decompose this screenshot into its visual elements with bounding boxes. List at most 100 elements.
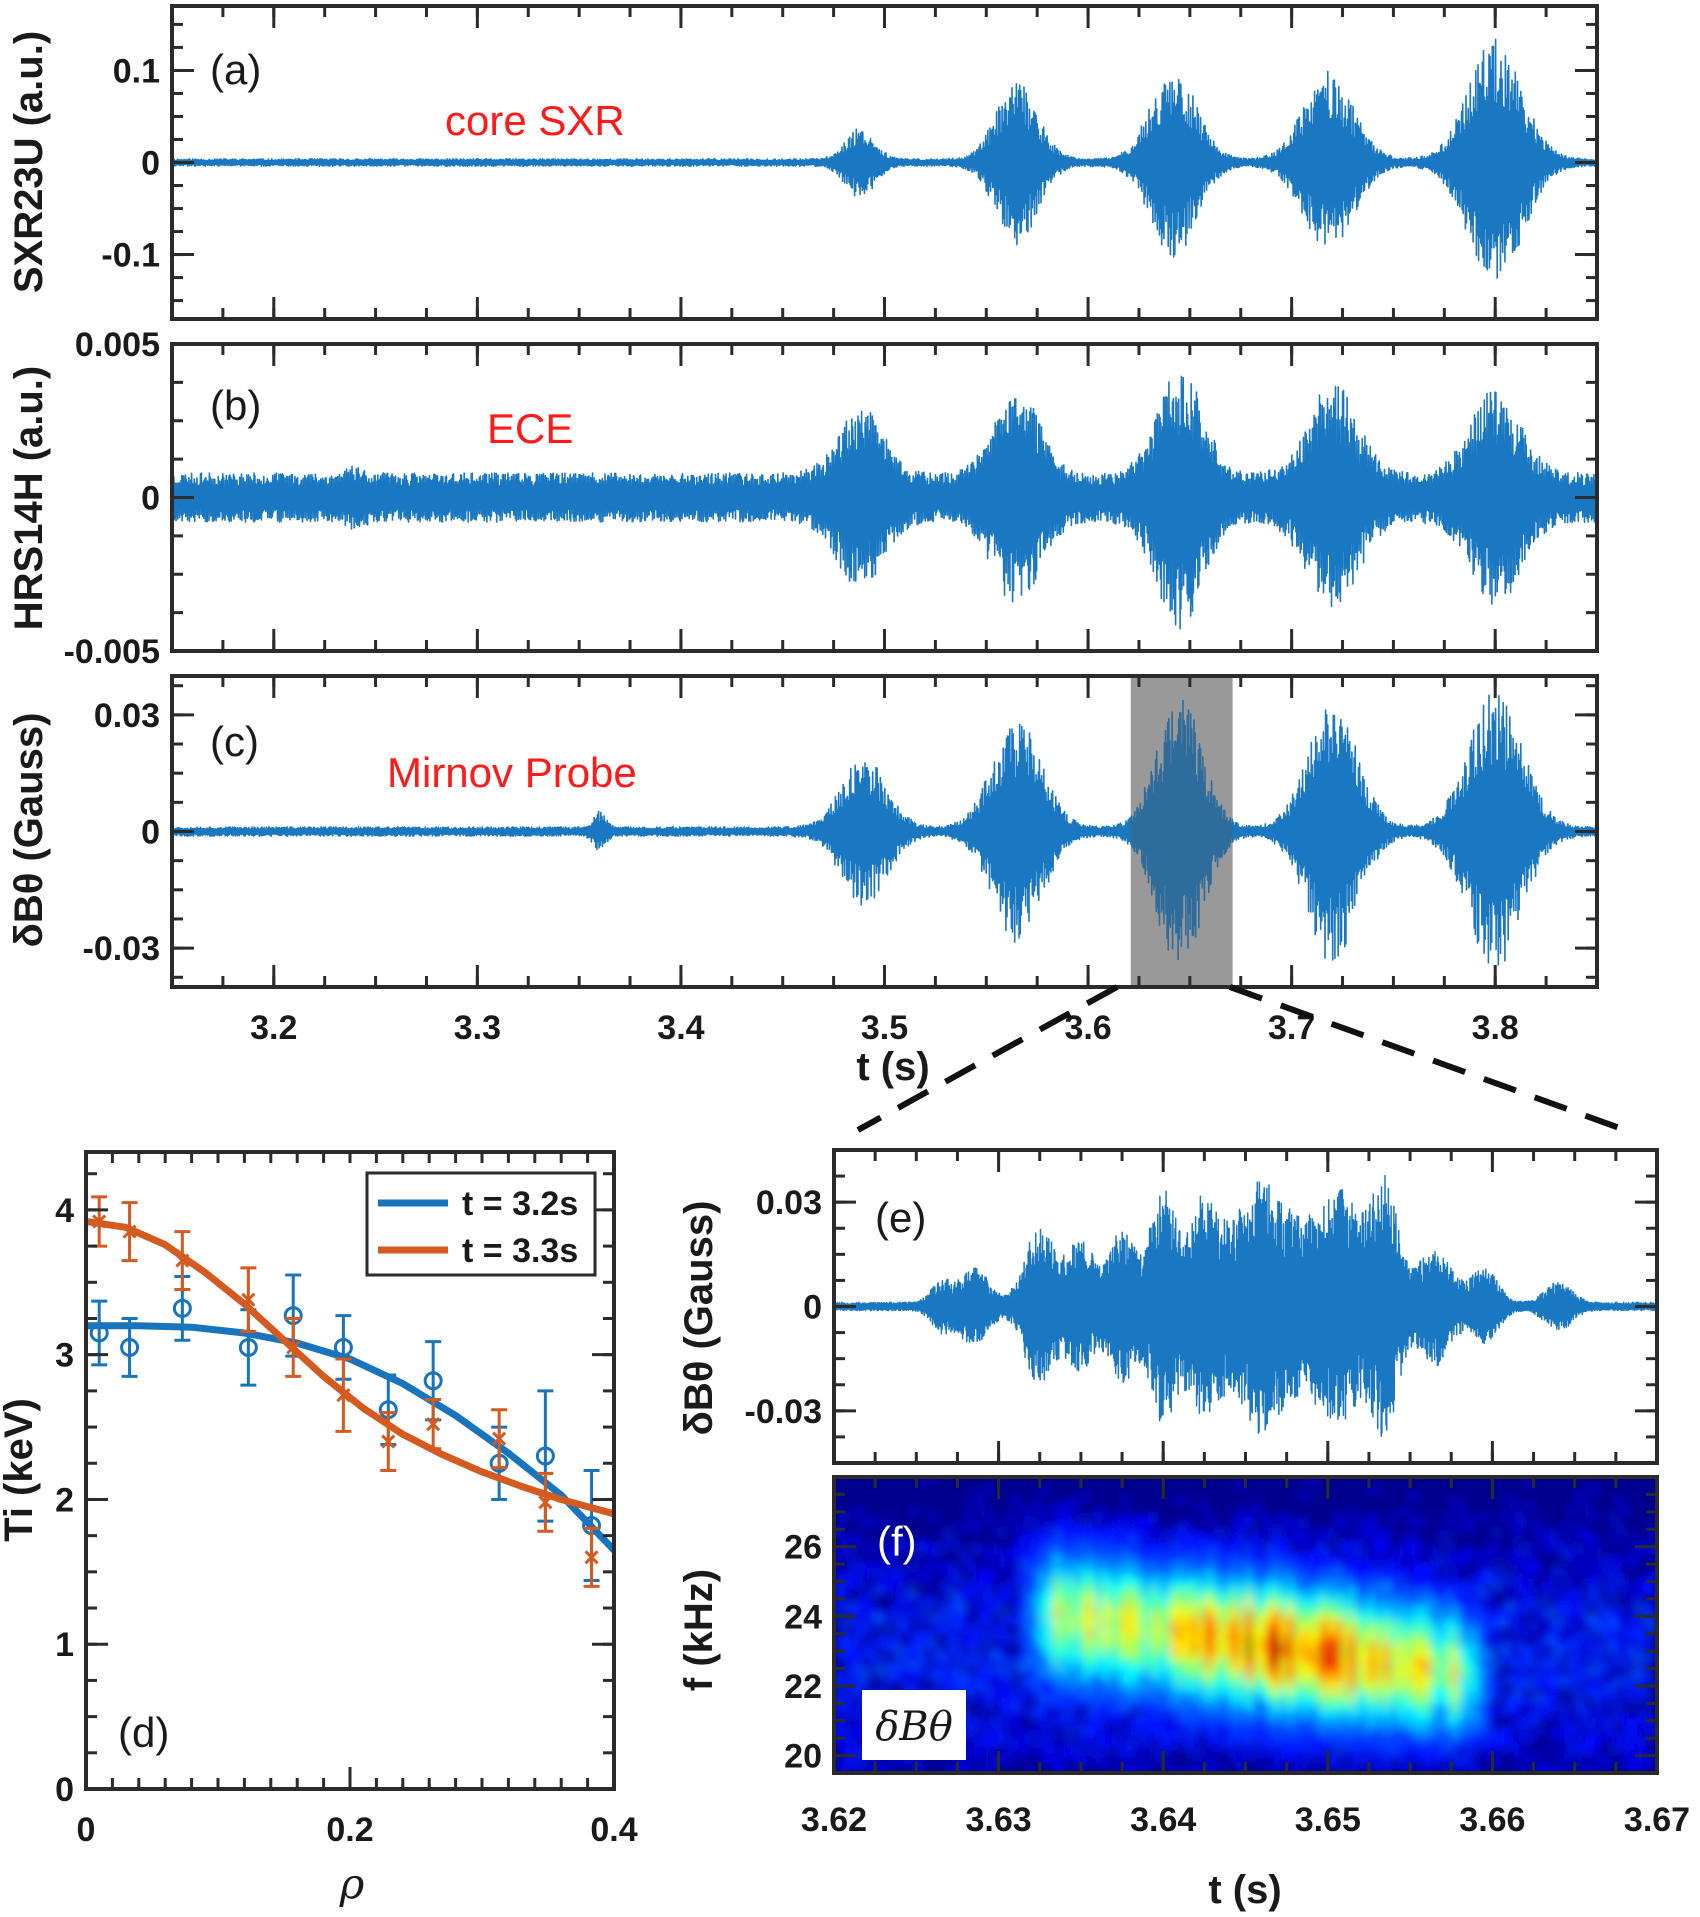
spectrogram-cell <box>1122 1699 1130 1706</box>
spectrogram-cell <box>854 1683 863 1690</box>
spectrogram-cell <box>1471 1614 1480 1621</box>
spectrogram-cell <box>1094 1725 1103 1732</box>
spectrogram-cell <box>1053 1762 1062 1769</box>
spectrogram-cell <box>1636 1746 1645 1753</box>
spectrogram-cell <box>1327 1582 1336 1589</box>
spectrogram-cell <box>957 1551 966 1558</box>
spectrogram-cell <box>1183 1598 1192 1605</box>
spectrogram-cell <box>1307 1677 1315 1684</box>
spectrogram-cell <box>1101 1667 1110 1674</box>
spectrogram-cell <box>1561 1757 1569 1764</box>
spectrogram-cell <box>1609 1593 1617 1600</box>
spectrogram-cell <box>1540 1635 1549 1642</box>
spectrogram-cell <box>1567 1635 1576 1642</box>
spectrogram-cell <box>1444 1656 1453 1663</box>
spectrogram-cell <box>1417 1714 1425 1721</box>
spectrogram-cell <box>1465 1704 1473 1711</box>
spectrogram-cell <box>1485 1609 1494 1616</box>
spectrogram-cell <box>1128 1535 1137 1542</box>
spectrogram-cell <box>1190 1656 1199 1663</box>
spectrogram-cell <box>1279 1736 1288 1743</box>
spectrogram-cell <box>1636 1646 1645 1653</box>
spectrogram-cell <box>1609 1582 1617 1589</box>
spectrogram-cell <box>1465 1693 1473 1700</box>
spectrogram-cell <box>1012 1688 1020 1695</box>
spectrogram-cell <box>1149 1514 1158 1521</box>
spectrogram-cell <box>1183 1746 1192 1753</box>
spectrogram-cell <box>998 1529 1007 1536</box>
spectrogram-cell <box>1279 1640 1288 1647</box>
spectrogram-cell <box>1094 1588 1103 1595</box>
spectrogram-cell <box>1485 1614 1494 1621</box>
spectrogram-cell <box>1032 1677 1041 1684</box>
spectrogram-cell <box>984 1714 993 1721</box>
spectrogram-cell <box>1231 1672 1240 1679</box>
spectrogram-cell <box>1650 1588 1657 1595</box>
spectrogram-cell <box>1334 1582 1343 1589</box>
spectrogram-cell <box>1170 1683 1178 1690</box>
spectrogram-cell <box>1362 1561 1370 1568</box>
spectrogram-cell <box>1032 1736 1041 1743</box>
spectrogram-cell <box>1197 1603 1206 1610</box>
spectrogram-cell <box>1039 1625 1048 1632</box>
spectrogram-cell <box>1389 1677 1398 1684</box>
spectrogram-cell <box>1320 1688 1329 1695</box>
spectrogram-cell <box>1403 1640 1411 1647</box>
spectrogram-cell <box>1245 1614 1254 1621</box>
spectrogram-cell <box>861 1630 870 1637</box>
spectrogram-cell <box>1190 1603 1199 1610</box>
spectrogram-cell <box>1074 1556 1082 1563</box>
spectrogram-cell <box>1533 1667 1542 1674</box>
spectrogram-cell <box>1423 1762 1432 1769</box>
spectrogram-cell <box>1101 1693 1110 1700</box>
spectrogram-cell <box>1417 1603 1425 1610</box>
spectrogram-cell <box>847 1672 856 1679</box>
spectrogram-cell <box>1170 1561 1178 1568</box>
spectrogram-cell <box>1183 1588 1192 1595</box>
spectrogram-cell <box>1272 1646 1281 1653</box>
spectrogram-cell <box>1074 1529 1082 1536</box>
spectrogram-cell <box>1314 1751 1322 1758</box>
spectrogram-cell <box>1554 1646 1562 1653</box>
spectrogram-cell <box>1615 1736 1624 1743</box>
spectrogram-cell <box>1135 1646 1144 1653</box>
spectrogram-cell <box>1293 1529 1302 1536</box>
spectrogram-cell <box>1478 1588 1487 1595</box>
spectrogram-cell <box>1410 1609 1418 1616</box>
spectrogram-cell <box>998 1672 1007 1679</box>
spectrogram-cell <box>1087 1736 1096 1743</box>
spectrogram-cell <box>1074 1577 1082 1584</box>
spectrogram-cell <box>1615 1524 1624 1531</box>
spectrogram-cell <box>1252 1603 1261 1610</box>
spectrogram-cell <box>1259 1688 1267 1695</box>
spectrogram-cell <box>1238 1577 1247 1584</box>
spectrogram-cell <box>1197 1646 1206 1653</box>
spectrogram-cell <box>1540 1704 1549 1711</box>
spectrogram-cell <box>1451 1603 1459 1610</box>
spectrogram-cell <box>1019 1609 1027 1616</box>
spectrogram-cell <box>1108 1535 1116 1542</box>
spectrogram-cell <box>1122 1677 1130 1684</box>
spectrogram-cell <box>1348 1545 1357 1552</box>
spectrogram-cell <box>1458 1619 1466 1626</box>
spectrogram-cell <box>1122 1498 1130 1505</box>
spectrogram-cell <box>1108 1709 1116 1716</box>
spectrogram-cell <box>1348 1767 1357 1773</box>
spectrogram-cell <box>1252 1572 1261 1579</box>
spectrogram-cell <box>1286 1572 1295 1579</box>
spectrogram-cell <box>1156 1757 1164 1764</box>
spectrogram-cell <box>991 1572 1000 1579</box>
spectrogram-cell <box>1375 1746 1384 1753</box>
spectrogram-cell <box>1094 1577 1103 1584</box>
spectrogram-cell <box>1046 1667 1055 1674</box>
spectrogram-cell <box>1485 1577 1494 1584</box>
spectrogram-cell <box>1341 1603 1350 1610</box>
spectrogram-cell <box>1622 1714 1631 1721</box>
spectrogram-cell <box>1087 1720 1096 1727</box>
spectrogram-cell <box>1341 1577 1350 1584</box>
spectrogram-cell <box>1444 1767 1453 1773</box>
spectrogram-cell <box>1032 1667 1041 1674</box>
spectrogram-cell <box>1629 1720 1638 1727</box>
spectrogram-cell <box>1540 1588 1549 1595</box>
spectrogram-cell <box>1355 1709 1363 1716</box>
